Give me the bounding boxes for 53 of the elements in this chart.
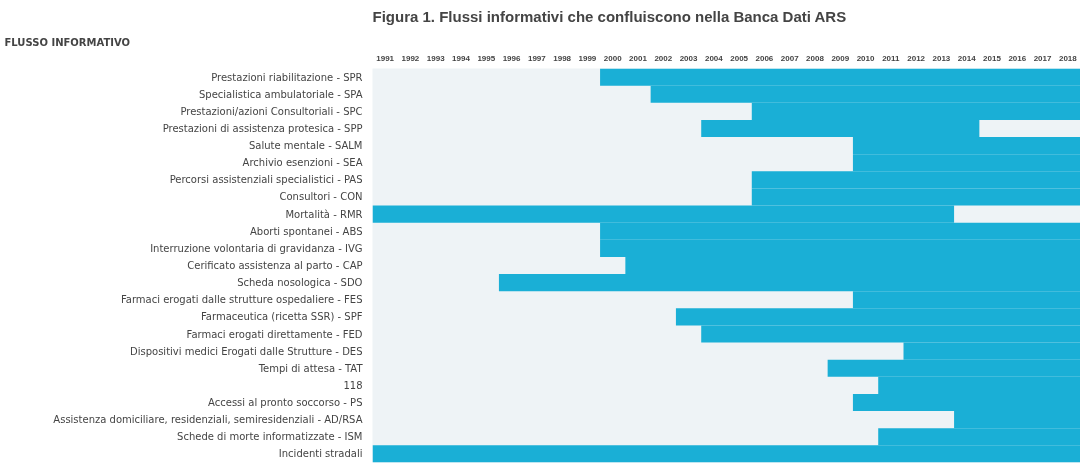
- x-tick-label: 2011: [882, 53, 901, 63]
- y-tick-label: Salute mentale - SALM: [248, 140, 363, 152]
- chart-title: Figura 1. Flussi informativi che confluiscono nella Banca Dati ARS: [372, 7, 847, 25]
- y-tick-label: Accessi al pronto soccorso - PS: [208, 397, 363, 409]
- x-tick-label: 2008: [806, 53, 825, 63]
- x-tick-label: 2006: [755, 53, 774, 63]
- y-tick-label: 118: [343, 379, 363, 391]
- x-tick-label: 1991: [376, 53, 395, 63]
- x-tick-label: 2012: [907, 53, 926, 63]
- y-tick-label: Specialistica ambulatoriale - SPA: [198, 88, 363, 100]
- x-tick-label: 2005: [730, 53, 749, 63]
- y-tick-label: Scheda nosologica - SDO: [237, 277, 363, 289]
- x-tick-label: 2001: [629, 53, 648, 63]
- x-tick-label: 1997: [527, 53, 547, 63]
- x-tick-label: 1992: [401, 53, 420, 63]
- x-tick-label: 2010: [856, 53, 876, 63]
- x-tick-label: 1999: [578, 53, 597, 63]
- x-tick-label: 1993: [426, 53, 446, 63]
- x-tick-label: 1998: [553, 53, 572, 63]
- x-tick-label: 1996: [502, 53, 522, 63]
- y-tick-label: Prestazioni riabilitazione - SPR: [211, 71, 363, 83]
- y-tick-label: Archivio esenzioni - SEA: [242, 157, 363, 169]
- x-tick-label: 2017: [1033, 53, 1053, 63]
- y-tick-label: Schede di morte informatizzate - ISM: [177, 431, 363, 443]
- y-tick-label: Prestazioni di assistenza protesica - SPP: [162, 122, 363, 134]
- x-tick-label: 2007: [780, 53, 800, 63]
- x-tick-label: 2016: [1008, 53, 1027, 63]
- y-tick-label: Incidenti stradali: [278, 448, 363, 460]
- x-tick-label: 2018: [1058, 53, 1078, 63]
- y-tick-label: Interruzione volontaria di gravidanza - IVG: [150, 242, 363, 254]
- y-tick-label: Farmaceutica (ricetta SSR) - SPF: [201, 311, 363, 323]
- y-tick-label: Cerificato assistenza al parto - CAP: [187, 260, 363, 271]
- y-axis-title: FLUSSO INFORMATIVO: [4, 36, 131, 48]
- y-tick-label: Consultori - CON: [279, 191, 363, 203]
- x-tick-label: 2000: [603, 53, 623, 63]
- x-tick-label: 2015: [983, 53, 1002, 63]
- x-tick-label: 2002: [654, 53, 673, 63]
- x-tick-label: 1995: [477, 53, 496, 63]
- x-tick-label: 1994: [452, 53, 471, 63]
- y-tick-label: Farmaci erogati dalle strutture ospedaliere - FES: [120, 294, 363, 306]
- x-tick-label: 2003: [679, 53, 699, 63]
- y-tick-label: Percorsi assistenziali specialistici - PAS: [169, 174, 363, 186]
- y-tick-label: Dispositivi medici Erogati dalle Strutture - DES: [129, 345, 363, 357]
- y-tick-label: Mortalità - RMR: [285, 208, 363, 220]
- x-tick-label: 2009: [831, 53, 850, 63]
- x-tick-label: 2004: [704, 53, 724, 63]
- y-tick-label: Farmaci erogati direttamente - FED: [186, 328, 363, 340]
- y-tick-label: Prestazioni/azioni Consultoriali - SPC: [180, 105, 363, 117]
- x-tick-label: 2013: [932, 53, 951, 63]
- y-tick-label: Aborti spontanei - ABS: [250, 225, 363, 237]
- y-tick-label: Tempi di attesa - TAT: [257, 362, 364, 374]
- x-tick-label: 2014: [957, 53, 977, 63]
- y-tick-label: Assistenza domiciliare, residenziali, semiresidenziali - AD/RSA: [53, 414, 363, 426]
